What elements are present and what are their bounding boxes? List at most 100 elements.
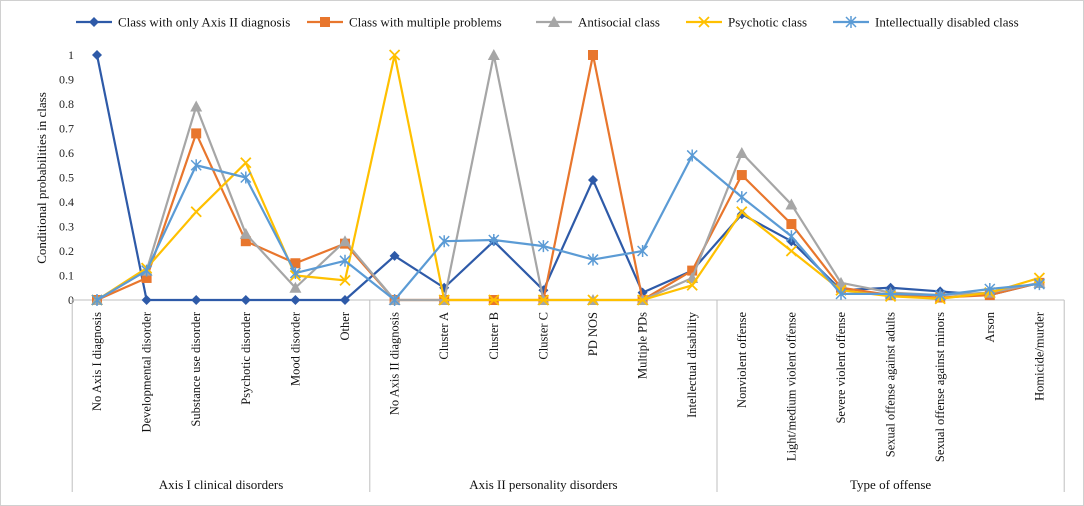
x-category-label: Other <box>338 311 352 340</box>
x-category-label: Developmental disorder <box>140 311 154 432</box>
data-point <box>835 276 847 288</box>
data-point <box>588 50 598 60</box>
data-point <box>488 233 500 246</box>
data-point <box>698 16 710 28</box>
legend: Class with only Axis II diagnosis Class w… <box>76 15 1019 30</box>
legend-label: Class with only Axis II diagnosis <box>118 15 290 30</box>
data-point <box>488 294 500 306</box>
data-point <box>289 267 301 280</box>
data-point <box>289 281 302 293</box>
y-axis-ticks: 0 0.1 0.2 0.3 0.4 0.5 0.6 0.7 0.8 0.9 1 <box>59 48 74 307</box>
data-point <box>240 236 251 247</box>
data-point <box>785 230 797 243</box>
data-point <box>835 287 847 300</box>
data-point <box>487 49 500 60</box>
data-point <box>587 253 599 266</box>
category-group-label: Axis I clinical disorders <box>159 477 284 492</box>
legend-item: Antisocial class <box>536 15 660 30</box>
y-tick-label: 0 <box>68 293 74 307</box>
axes <box>71 299 1065 492</box>
x-category-label: Cluster B <box>487 312 501 360</box>
data-point <box>736 170 747 181</box>
data-point <box>438 294 450 306</box>
category-groups: Axis I clinical disorders Axis II persona… <box>159 477 932 492</box>
series-line <box>96 154 1040 302</box>
data-point <box>141 295 152 305</box>
data-point <box>190 206 202 218</box>
data-point <box>389 250 400 261</box>
series <box>91 149 1045 306</box>
legend-label: Antisocial class <box>578 15 660 30</box>
y-tick-label: 0.3 <box>59 220 74 234</box>
data-point <box>537 294 550 306</box>
data-point <box>736 206 748 218</box>
x-category-label: Cluster C <box>536 312 550 360</box>
data-point <box>290 295 301 305</box>
category-group-label: Type of offense <box>850 477 931 492</box>
data-point <box>786 219 797 230</box>
x-category-label: Light/medium violent offense <box>784 312 798 461</box>
data-point <box>735 147 748 158</box>
x-category-label: No Axis II diagnosis <box>388 312 402 415</box>
data-point <box>240 157 252 169</box>
data-point <box>388 49 401 61</box>
series <box>92 50 1045 305</box>
x-category-label: Substance use disorder <box>189 311 203 426</box>
category-labels: No Axis I diagnosis Developmental disorde… <box>90 311 1046 462</box>
data-point <box>89 17 99 27</box>
y-tick-label: 0.4 <box>59 195 74 209</box>
data-point <box>141 272 152 283</box>
x-category-label: Psychotic disorder <box>239 311 253 405</box>
series-line <box>95 54 1040 302</box>
data-point <box>1033 278 1045 291</box>
y-tick-label: 0.5 <box>59 171 74 185</box>
x-category-label: Mood disorder <box>288 311 302 386</box>
data-point <box>191 295 202 305</box>
series-line <box>96 53 1040 302</box>
data-point <box>885 287 897 300</box>
y-axis-label: Conditional probabilities in class <box>34 92 49 264</box>
data-point <box>548 16 560 27</box>
data-point <box>934 289 946 302</box>
legend-label: Intellectually disabled class <box>875 15 1019 30</box>
data-point <box>588 174 598 185</box>
x-category-label: PD NOS <box>586 312 600 356</box>
data-point <box>240 171 252 184</box>
data-point <box>339 254 351 267</box>
legend-label: Psychotic class <box>728 15 807 30</box>
x-category-label: Intellectual disability <box>685 311 699 418</box>
x-category-label: Homicide/murder <box>1032 311 1046 401</box>
data-point <box>190 159 202 172</box>
x-category-label: Cluster A <box>437 312 451 360</box>
data-point <box>320 17 330 27</box>
data-point <box>687 265 698 276</box>
series-line <box>96 53 1040 302</box>
x-category-label: Severe violent offense <box>834 312 848 424</box>
y-tick-label: 0.8 <box>59 97 74 111</box>
data-point <box>239 227 252 239</box>
data-point <box>92 50 102 60</box>
data-point <box>389 294 401 306</box>
x-category-label: Sexual offense against adults <box>884 312 898 457</box>
data-point <box>984 282 996 295</box>
legend-item: Class with only Axis II diagnosis <box>76 15 290 30</box>
data-point <box>290 258 301 269</box>
data-point <box>340 295 350 305</box>
y-tick-label: 0.6 <box>59 146 74 160</box>
legend-label: Class with multiple problems <box>349 15 502 30</box>
y-tick-label: 0.2 <box>59 244 74 258</box>
legend-item: Intellectually disabled class <box>833 15 1019 30</box>
data-point <box>785 198 798 210</box>
y-tick-label: 1 <box>68 48 74 62</box>
legend-item: Psychotic class <box>686 15 807 30</box>
x-category-label: Arson <box>983 311 997 342</box>
x-category-label: No Axis I diagnosis <box>90 312 104 411</box>
data-point <box>191 128 202 139</box>
data-point <box>587 294 599 306</box>
x-category-label: Multiple PDs <box>636 312 650 379</box>
y-tick-label: 0.7 <box>59 122 74 136</box>
x-category-label: Sexual offense against minors <box>933 312 947 462</box>
data-point <box>190 100 203 112</box>
